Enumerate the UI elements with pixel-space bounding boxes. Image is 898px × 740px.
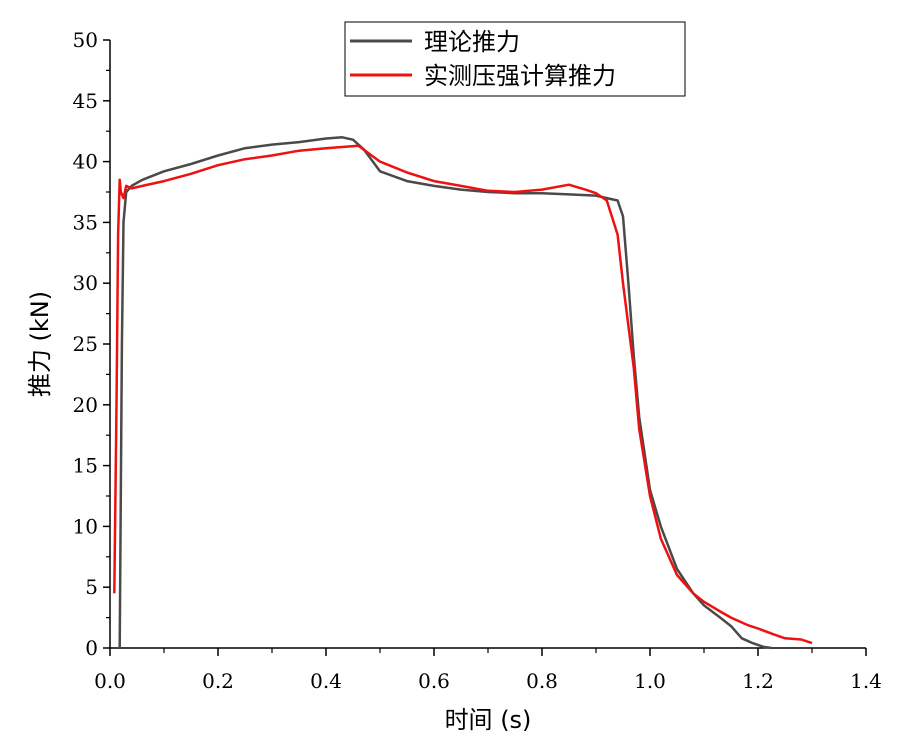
x-axis-title: 时间 (s) (445, 706, 532, 734)
legend-label-theoretical: 理论推力 (424, 28, 520, 56)
x-tick-label: 0.4 (310, 669, 342, 693)
y-tick-label: 20 (73, 393, 98, 417)
axes (109, 40, 866, 649)
y-tick-label: 35 (73, 210, 98, 234)
x-tick-label: 1.4 (850, 669, 882, 693)
series-line-measured (113, 144, 813, 645)
x-tick-label: 1.0 (634, 669, 666, 693)
y-tick-label: 40 (73, 150, 98, 174)
y-tick-label: 30 (73, 271, 98, 295)
y-tick-label: 10 (73, 514, 98, 538)
x-tick-label: 0.2 (202, 669, 234, 693)
y-tick-label: 50 (73, 28, 98, 52)
x-ticks: 0.0 0.2 0.4 0.6 0.8 1.0 1.2 1.4 (94, 648, 882, 693)
series-line-theoretical (118, 136, 772, 650)
y-tick-label: 15 (73, 454, 98, 478)
y-tick-label: 45 (73, 89, 98, 113)
y-axis-title: 推力 (kN) (26, 291, 54, 397)
legend: 理论推力 实测压强计算推力 (344, 21, 686, 97)
x-tick-label: 0.8 (526, 669, 558, 693)
x-tick-label: 0.0 (94, 669, 126, 693)
y-ticks: 0 5 10 15 20 25 30 35 40 45 50 (73, 28, 110, 660)
y-tick-label: 25 (73, 332, 98, 356)
series-layer (113, 136, 813, 650)
x-tick-label: 0.6 (418, 669, 450, 693)
legend-label-measured: 实测压强计算推力 (424, 62, 616, 90)
legend-box (344, 21, 686, 97)
y-tick-label: 0 (85, 636, 98, 660)
y-tick-label: 5 (85, 575, 98, 599)
x-tick-label: 1.2 (742, 669, 774, 693)
